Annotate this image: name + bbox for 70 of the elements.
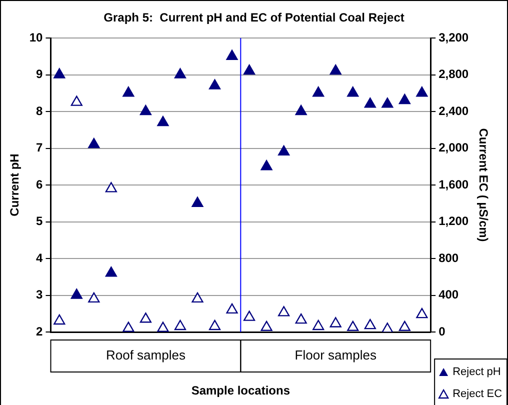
point — [140, 104, 152, 116]
legend-label: Reject pH — [452, 366, 501, 378]
point — [174, 68, 186, 78]
point — [398, 320, 410, 332]
y-tick-label: 6 — [36, 177, 44, 192]
y2-tick-label: 800 — [438, 250, 459, 265]
y2-tick-label: 400 — [438, 288, 459, 302]
y2-tick-label: 1,200 — [438, 214, 469, 228]
point — [278, 306, 290, 316]
y-tick-label: 5 — [36, 214, 44, 228]
text: Floor samples — [294, 348, 377, 363]
point — [70, 96, 82, 106]
y2-tick-label: 2,400 — [438, 104, 469, 118]
point — [243, 310, 256, 321]
point — [295, 313, 307, 324]
point — [70, 288, 82, 299]
point — [192, 196, 204, 207]
point — [174, 320, 186, 330]
point — [105, 182, 117, 192]
point — [122, 86, 134, 97]
point — [382, 322, 394, 332]
point — [278, 145, 290, 156]
point — [416, 86, 428, 97]
y-tick-label: 4 — [36, 250, 44, 265]
point — [382, 98, 394, 108]
y2-axis-title: Current EC ( µS/cm) — [476, 128, 490, 242]
point — [312, 320, 324, 330]
point — [208, 320, 221, 330]
y-axis-title: Current pH — [8, 154, 22, 216]
text: Roof samples — [106, 348, 186, 363]
point — [105, 266, 117, 277]
point — [347, 86, 359, 97]
point — [312, 86, 324, 97]
point — [364, 318, 376, 330]
y2-tick-label: 1,600 — [438, 177, 469, 192]
point — [88, 292, 100, 303]
y2-tick-label: 0 — [438, 324, 446, 338]
y-tick-label: 2 — [36, 324, 44, 338]
point — [295, 104, 307, 116]
point — [122, 322, 134, 332]
point — [208, 79, 221, 90]
x-axis-title: Sample locations — [191, 383, 290, 398]
point — [398, 94, 410, 104]
point — [88, 138, 100, 148]
point — [192, 292, 204, 303]
y-tick-label: 9 — [36, 67, 44, 82]
point — [347, 320, 359, 332]
chart-title: Graph 5: Current pH and EC of Potential Coal Reject — [104, 10, 404, 24]
point — [157, 322, 169, 332]
point — [226, 303, 238, 314]
point — [226, 50, 238, 60]
point — [54, 68, 66, 78]
y2-tick-label: 2,000 — [438, 140, 469, 155]
legend-label: Reject EC — [452, 388, 502, 400]
point — [54, 314, 66, 325]
y-tick-label: 10 — [29, 30, 44, 44]
point — [364, 98, 376, 108]
y2-tick-label: 2,800 — [438, 67, 469, 82]
point — [260, 160, 272, 170]
point — [243, 64, 256, 75]
point — [330, 64, 342, 75]
point — [140, 312, 152, 323]
y-tick-label: 7 — [36, 140, 44, 155]
y-tick-label: 3 — [36, 288, 44, 302]
point — [260, 320, 272, 332]
point — [157, 116, 169, 126]
point — [416, 308, 428, 318]
y2-tick-label: 3,200 — [438, 30, 469, 44]
point — [330, 317, 342, 328]
y-tick-label: 8 — [36, 104, 44, 118]
